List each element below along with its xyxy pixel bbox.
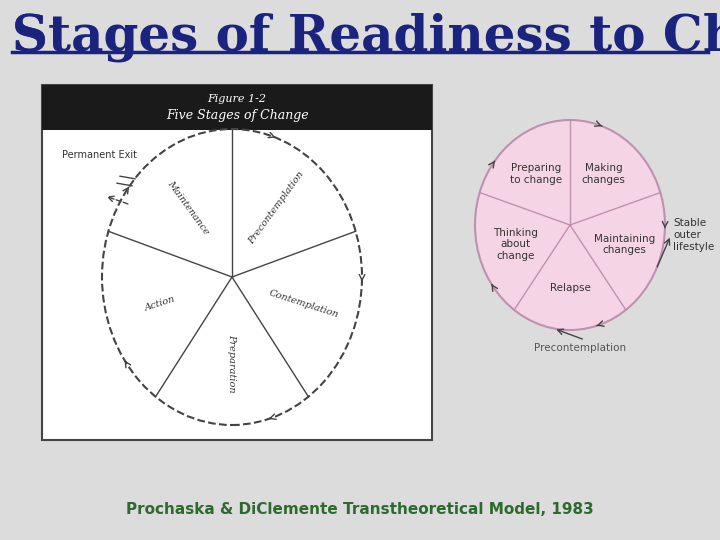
Text: Maintenance: Maintenance — [165, 179, 210, 237]
Text: Prochaska & DiClemente Transtheoretical Model, 1983: Prochaska & DiClemente Transtheoretical … — [126, 503, 594, 517]
Text: S: S — [12, 13, 48, 62]
Text: Relapse: Relapse — [549, 283, 590, 293]
Text: Preparation: Preparation — [228, 334, 236, 392]
Text: Five Stages of Change: Five Stages of Change — [166, 109, 308, 122]
Text: Maintaining
changes: Maintaining changes — [593, 234, 654, 255]
Text: Precontemplation: Precontemplation — [247, 170, 306, 246]
Text: Contemplation: Contemplation — [268, 288, 340, 319]
Text: Preparing
to change: Preparing to change — [510, 163, 562, 185]
Text: Action: Action — [144, 294, 176, 313]
Text: Permanent Exit: Permanent Exit — [62, 151, 137, 160]
Ellipse shape — [475, 120, 665, 330]
Text: Thinking
about
change: Thinking about change — [493, 228, 539, 261]
Text: Figure 1-2: Figure 1-2 — [207, 94, 266, 104]
Bar — [42, 85, 432, 130]
Bar — [42, 85, 432, 440]
Text: Making
changes: Making changes — [582, 163, 626, 185]
Text: Stable
outer
lifestyle: Stable outer lifestyle — [673, 218, 714, 252]
Text: Stages of Readiness to Change: Stages of Readiness to Change — [12, 13, 720, 63]
Text: Precontemplation: Precontemplation — [534, 343, 626, 353]
